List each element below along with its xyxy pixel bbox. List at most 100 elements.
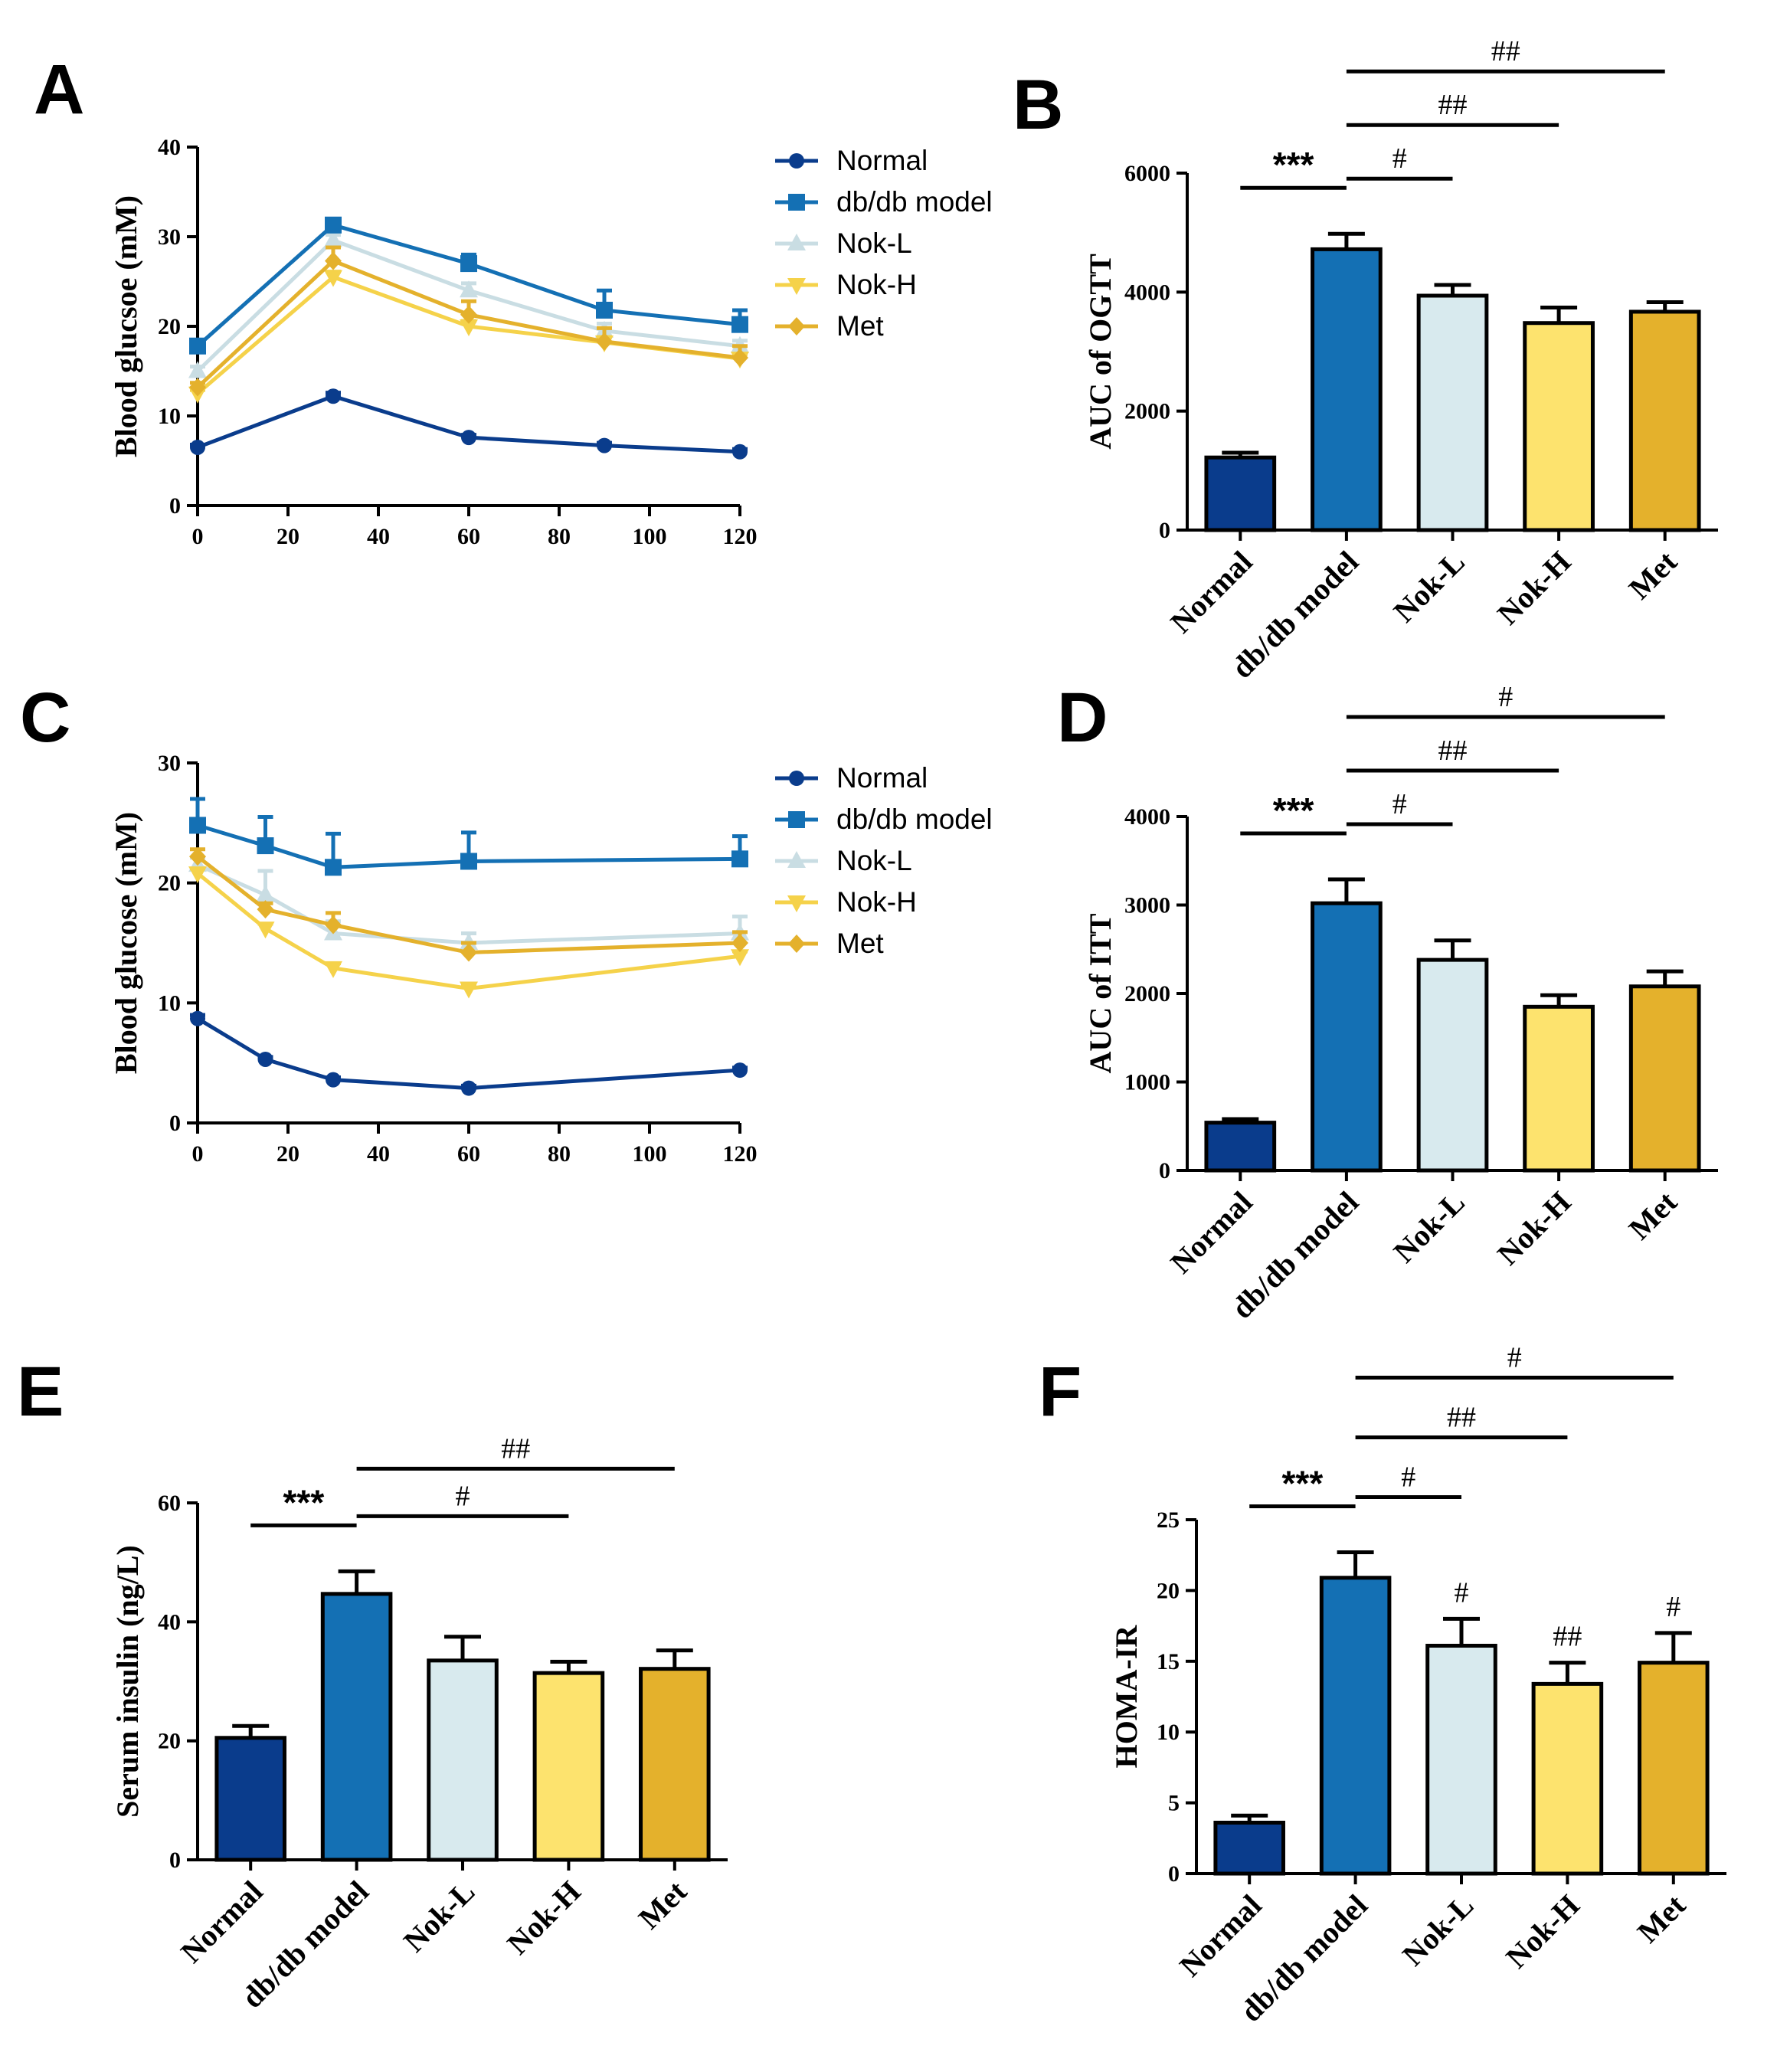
y-tick-label-f: 20 xyxy=(1157,1578,1180,1603)
y-tick-label-d: 2000 xyxy=(1124,981,1170,1007)
legend-marker-met-a xyxy=(788,317,805,336)
x-tick-label-nok-h-e: Nok-H xyxy=(500,1874,587,1962)
data-point-normal-a xyxy=(461,430,476,446)
data-point-normal-c xyxy=(190,1010,205,1026)
data-point-db-db-model-a xyxy=(325,216,342,234)
x-tick-label-c: 20 xyxy=(277,1141,299,1167)
data-point-nok-l-c xyxy=(256,885,275,902)
bar-db-db-model-b xyxy=(1311,247,1383,532)
x-tick-label-a: 120 xyxy=(723,524,758,549)
legend-label-met-a: Met xyxy=(836,310,884,342)
bar-sig-label-nok-h-f: ## xyxy=(1553,1621,1582,1653)
x-tick-label-met-f: Met xyxy=(1631,1887,1693,1949)
y-tick-label-a: 40 xyxy=(158,135,181,160)
data-point-db-db-model-c xyxy=(325,859,342,876)
data-point-met-a xyxy=(325,251,342,270)
data-point-nok-h-c xyxy=(324,961,342,978)
y-tick-label-b: 2000 xyxy=(1124,399,1170,424)
legend-label-normal-a: Normal xyxy=(836,145,928,176)
x-tick-label-normal-f: Normal xyxy=(1173,1888,1268,1984)
x-tick-label-c: 40 xyxy=(367,1141,390,1167)
y-axis-label-f: HOMA-IR xyxy=(1109,1625,1144,1769)
data-point-nok-l-a xyxy=(460,280,478,298)
y-tick-label-a: 10 xyxy=(158,404,181,429)
bar-normal-d xyxy=(1204,1121,1277,1173)
bar-nok-h-d xyxy=(1523,1004,1595,1173)
bar-nok-h-e xyxy=(532,1671,605,1862)
y-tick-label-f: 25 xyxy=(1157,1507,1180,1533)
legend-label-nok-h-a: Nok-H xyxy=(836,269,917,300)
x-tick-label-c: 60 xyxy=(457,1141,480,1167)
bar-normal-e xyxy=(214,1736,286,1862)
bar-met-e xyxy=(639,1667,711,1862)
y-tick-label-e: 20 xyxy=(158,1729,181,1754)
sig-label-e-0: *** xyxy=(283,1482,325,1522)
data-point-db-db-model-a xyxy=(596,301,613,319)
legend-marker-nok-h-a xyxy=(787,278,806,295)
data-point-normal-a xyxy=(597,437,612,453)
x-tick-label-normal-e: Normal xyxy=(174,1874,270,1970)
sig-label-f-0: *** xyxy=(1282,1464,1324,1504)
y-axis-label-d: AUC of ITT xyxy=(1083,913,1118,1073)
bar-nok-l-f xyxy=(1425,1643,1497,1876)
panel-label-e: E xyxy=(17,1353,64,1431)
series-line-normal-c xyxy=(196,1016,741,1091)
x-tick-label-a: 0 xyxy=(192,524,204,549)
data-point-db-db-model-c xyxy=(189,817,206,834)
data-point-db-db-model-a xyxy=(189,337,206,355)
bar-nok-l-e xyxy=(427,1658,499,1862)
y-tick-label-d: 0 xyxy=(1159,1158,1170,1183)
sig-label-f-2: ## xyxy=(1447,1402,1476,1434)
sig-label-d-0: *** xyxy=(1273,791,1314,830)
data-point-normal-a xyxy=(190,439,205,455)
sig-label-d-1: # xyxy=(1392,788,1407,820)
x-tick-label-nok-l-e: Nok-L xyxy=(397,1874,481,1959)
legend-label-db-db-model-c: db/db model xyxy=(836,804,993,835)
x-tick-label-a: 80 xyxy=(548,524,571,549)
data-point-met-c xyxy=(257,900,274,919)
bar-met-b xyxy=(1628,309,1701,532)
legend-marker-nok-h-c xyxy=(787,895,806,912)
y-axis-label-e: Serum insulin (ng/L) xyxy=(110,1545,145,1818)
panel-label-f: F xyxy=(1039,1353,1082,1431)
x-tick-label-a: 100 xyxy=(633,524,667,549)
x-tick-label-c: 80 xyxy=(548,1141,571,1167)
x-tick-label-normal-d: Normal xyxy=(1163,1185,1259,1281)
data-point-normal-c xyxy=(732,1062,748,1079)
sig-label-f-1: # xyxy=(1401,1462,1415,1494)
y-tick-label-d: 3000 xyxy=(1124,893,1170,918)
y-tick-label-a: 30 xyxy=(158,224,181,250)
y-tick-label-f: 10 xyxy=(1157,1720,1180,1745)
series-line-nok-h-c xyxy=(196,872,741,991)
data-point-db-db-model-c xyxy=(731,850,748,868)
data-point-normal-c xyxy=(257,1051,273,1067)
y-tick-label-e: 0 xyxy=(169,1848,181,1873)
y-tick-label-c: 20 xyxy=(158,871,181,896)
y-tick-label-c: 0 xyxy=(169,1111,181,1136)
data-point-db-db-model-c xyxy=(257,837,274,855)
x-tick-label-met-b: Met xyxy=(1622,544,1684,606)
legend-label-nok-l-c: Nok-L xyxy=(836,845,912,876)
panel-label-d: D xyxy=(1057,679,1108,757)
y-tick-label-c: 10 xyxy=(158,990,181,1016)
data-point-met-c xyxy=(325,915,342,935)
y-tick-label-f: 15 xyxy=(1157,1649,1180,1674)
data-point-met-c xyxy=(460,943,477,962)
y-tick-label-f: 0 xyxy=(1168,1861,1180,1887)
y-tick-label-d: 4000 xyxy=(1124,804,1170,830)
y-tick-label-e: 60 xyxy=(158,1491,181,1516)
x-tick-label-c: 0 xyxy=(192,1141,204,1167)
sig-label-b-0: *** xyxy=(1273,145,1314,185)
data-point-nok-l-a xyxy=(324,230,342,247)
sig-label-f-3: # xyxy=(1507,1342,1522,1374)
series-line-nok-l-c xyxy=(196,863,741,945)
bar-nok-l-d xyxy=(1416,957,1489,1173)
x-tick-label-met-d: Met xyxy=(1622,1184,1684,1246)
sig-label-b-3: ## xyxy=(1491,35,1520,67)
x-tick-label-c: 100 xyxy=(633,1141,667,1167)
bar-met-f xyxy=(1638,1661,1710,1876)
legend-marker-db-db-model-c xyxy=(788,811,805,828)
data-point-nok-h-c xyxy=(731,949,749,967)
data-point-db-db-model-a xyxy=(460,255,477,273)
data-point-normal-c xyxy=(326,1072,341,1088)
